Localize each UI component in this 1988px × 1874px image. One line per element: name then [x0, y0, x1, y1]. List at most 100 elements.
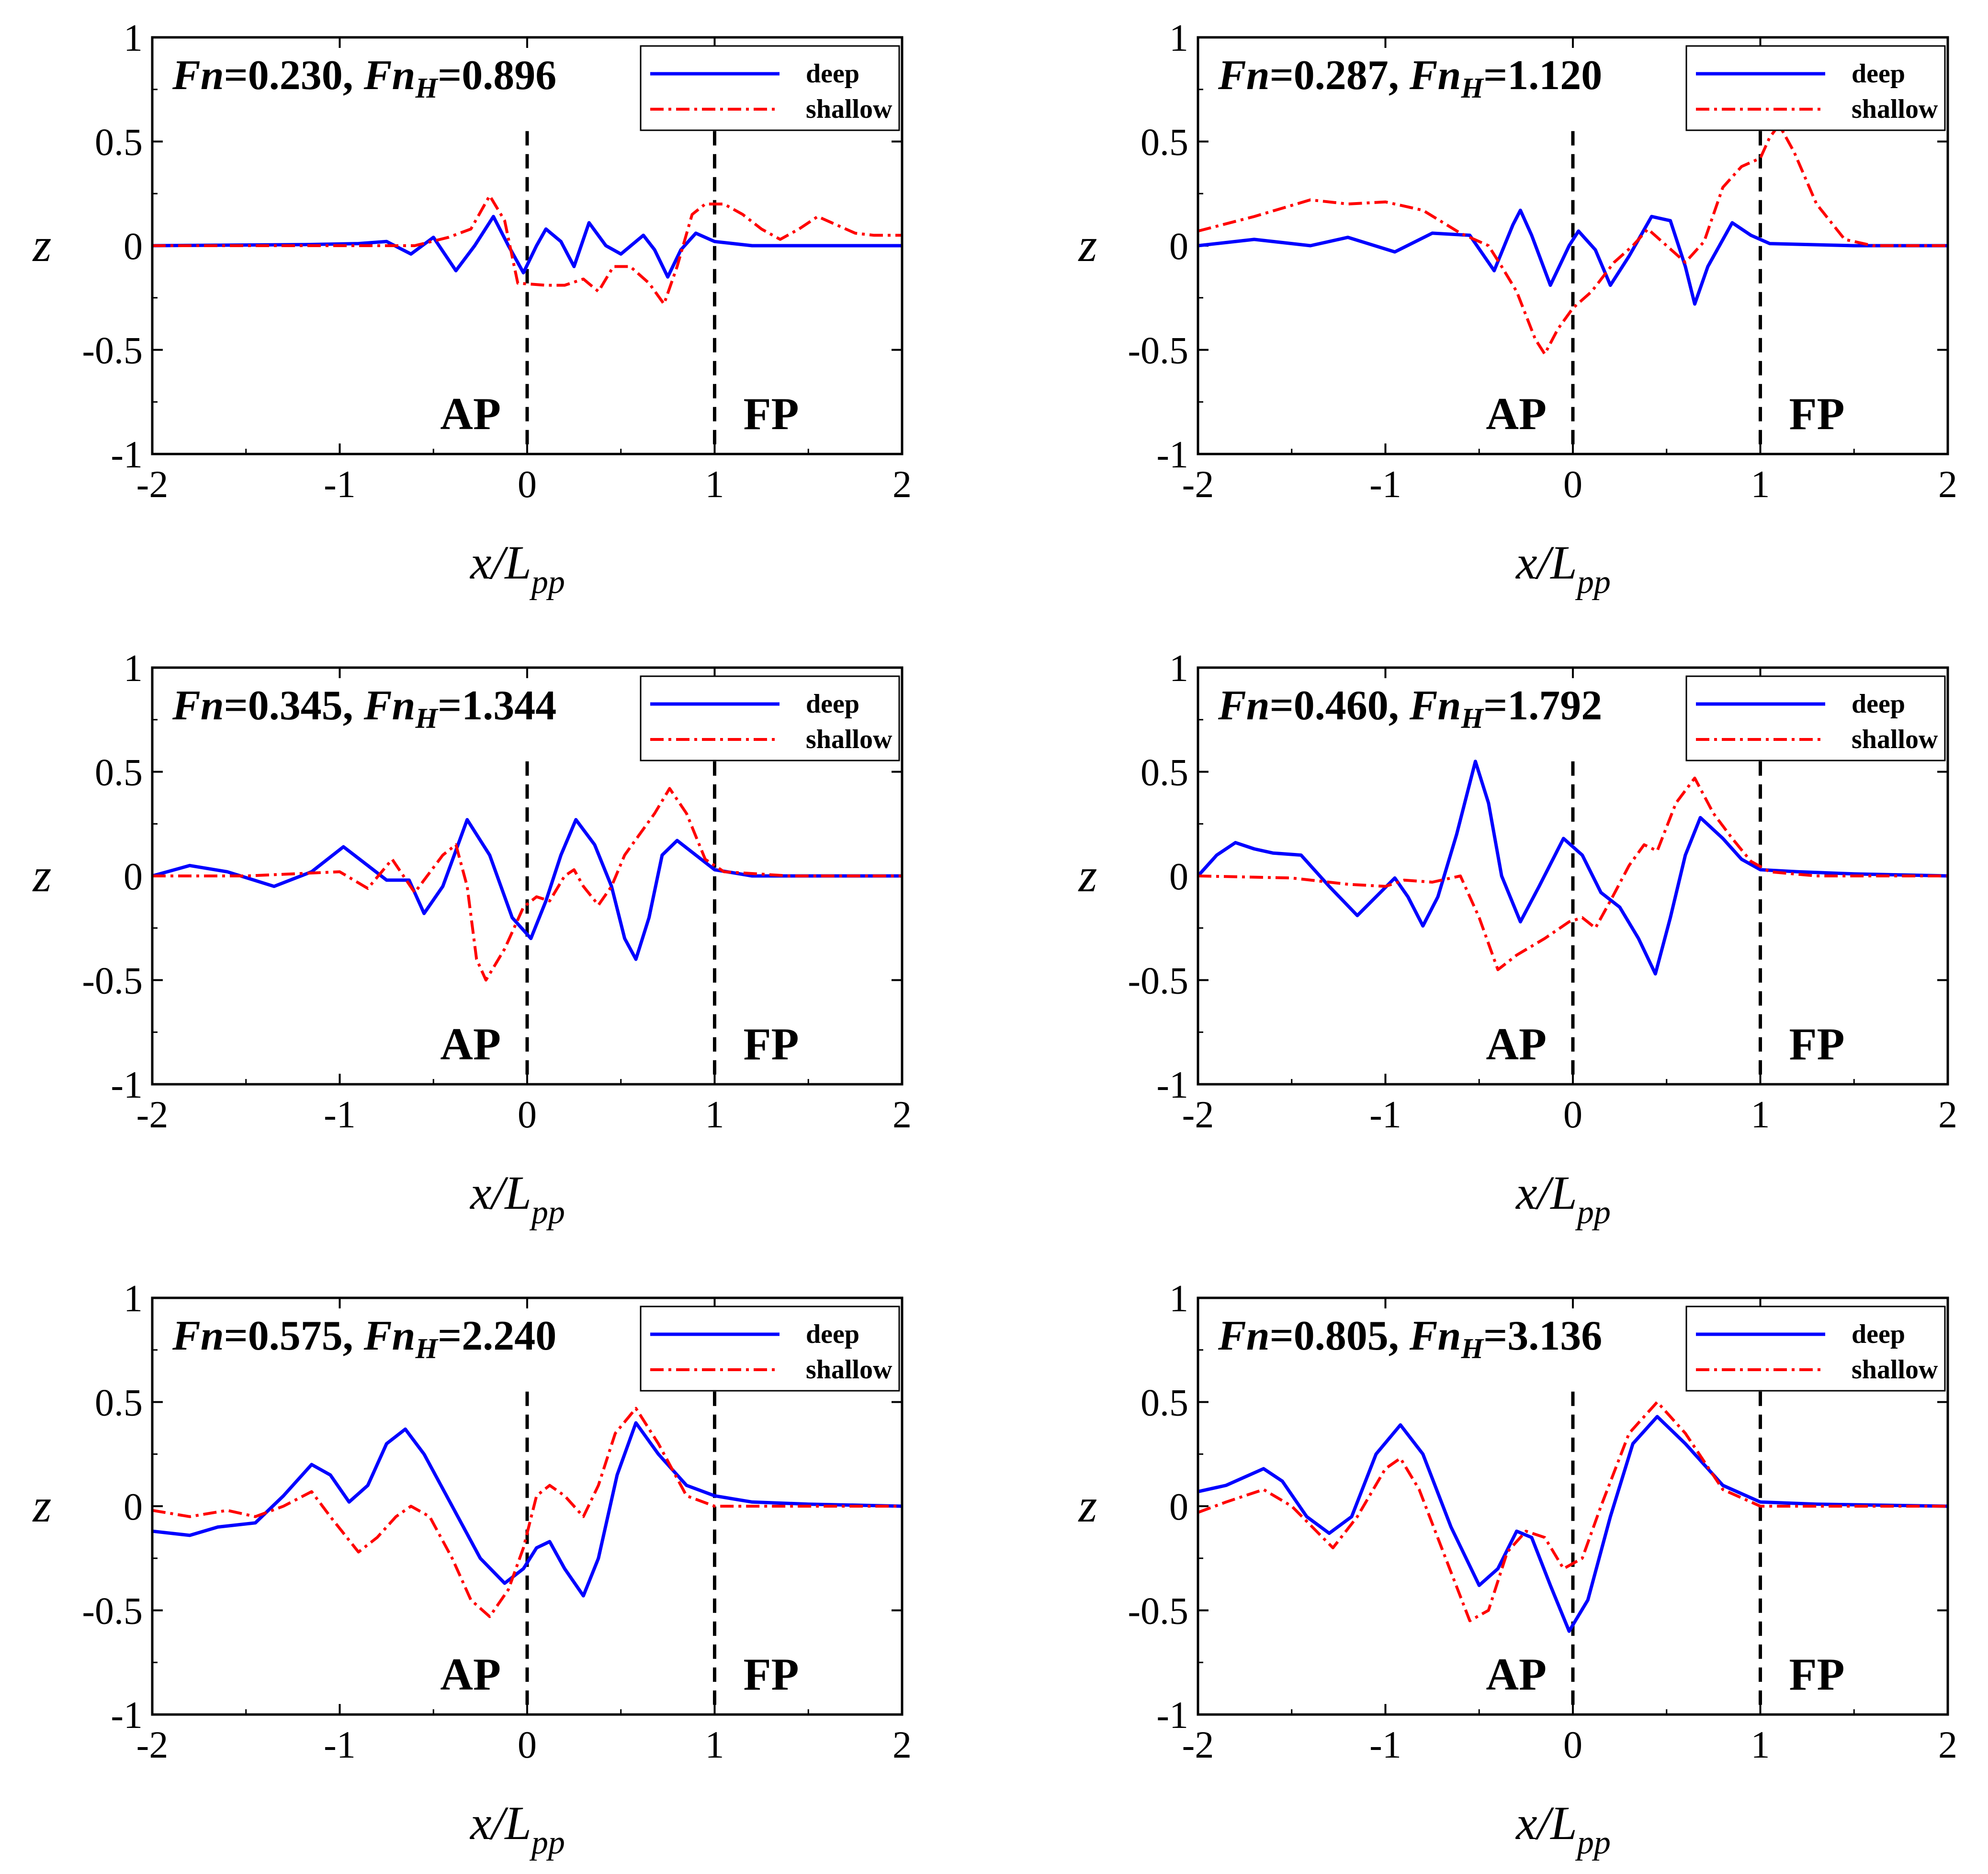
x-axis-label: x/Lpp: [1515, 536, 1611, 601]
x-tick-label: -2: [1182, 1724, 1214, 1766]
x-tick-label: 2: [892, 464, 912, 506]
series-line-deep: [152, 215, 902, 279]
y-tick-label: 1: [124, 17, 143, 59]
y-tick-label: -0.5: [1128, 1590, 1188, 1633]
legend-box: [640, 45, 900, 131]
marker-label-ap: AP: [1486, 1649, 1547, 1700]
y-tick-label: -0.5: [1128, 330, 1188, 372]
series-line-deep: [1197, 760, 1948, 976]
x-tick-label: 1: [705, 1094, 724, 1136]
y-tick-label: 1: [1169, 1278, 1188, 1320]
legend-label-deep: deep: [1852, 689, 1905, 719]
x-tick-label: -2: [1182, 464, 1214, 506]
legend-label-shallow: shallow: [1852, 94, 1938, 124]
marker-label-fp: FP: [744, 1649, 799, 1700]
legend-label-shallow: shallow: [1852, 725, 1938, 754]
x-tick-label: -2: [136, 1094, 169, 1136]
y-axis-label: z: [32, 849, 52, 902]
y-tick-label: 0.5: [1141, 752, 1188, 794]
x-tick-label: 1: [1751, 464, 1770, 506]
y-tick-label: 0.5: [95, 752, 143, 794]
marker-label-fp: FP: [1789, 1649, 1845, 1700]
y-axis-label: z: [32, 1479, 52, 1532]
x-tick-label: 1: [705, 464, 724, 506]
plot-frame: [151, 666, 904, 1086]
marker-label-ap: AP: [440, 1649, 501, 1700]
x-tick-label: -1: [324, 464, 356, 506]
panel-title: Fn=0.230, FnH=0.896: [172, 52, 556, 104]
y-tick-label: 0.5: [95, 122, 143, 164]
x-tick-label: 1: [705, 1724, 724, 1766]
x-axis-label: x/Lpp: [469, 1166, 565, 1231]
series-line-deep: [1197, 208, 1948, 306]
x-tick-label: 0: [1563, 1724, 1582, 1766]
plot-frame: [151, 36, 904, 455]
x-tick-label: -1: [324, 1724, 356, 1766]
x-tick-label: -1: [1369, 1094, 1401, 1136]
x-tick-label: 0: [518, 464, 537, 506]
marker-label-ap: AP: [1486, 388, 1547, 439]
y-tick-label: 1: [124, 647, 143, 690]
y-axis-label: z: [1078, 218, 1097, 272]
y-tick-label: -1: [1156, 1694, 1188, 1737]
y-tick-label: -0.5: [82, 960, 143, 1002]
legend-box: [640, 675, 900, 761]
y-tick-label: -1: [1156, 1064, 1188, 1106]
marker-label-fp: FP: [744, 1019, 799, 1069]
x-tick-label: 2: [1938, 464, 1957, 506]
plot-frame: [1197, 666, 1949, 1086]
y-tick-label: -1: [111, 1064, 143, 1106]
panel-title: Fn=0.575, FnH=2.240: [172, 1313, 556, 1364]
y-axis-label: z: [32, 218, 52, 272]
x-tick-label: 2: [1938, 1724, 1957, 1766]
marker-label-fp: FP: [1789, 1019, 1845, 1069]
x-tick-label: 2: [892, 1094, 912, 1136]
series-line-deep: [152, 1421, 903, 1598]
legend-label-deep: deep: [1852, 1319, 1905, 1349]
series-line-shallow: [1197, 1400, 1948, 1623]
x-tick-label: 1: [1751, 1094, 1770, 1136]
x-tick-label: 2: [1938, 1094, 1957, 1136]
y-tick-label: 0: [1169, 1486, 1188, 1528]
x-tick-label: 2: [892, 1724, 912, 1766]
y-tick-label: 0.5: [95, 1382, 143, 1424]
legend-label-deep: deep: [1852, 59, 1905, 89]
x-tick-label: -1: [1369, 464, 1401, 506]
panel-title: Fn=0.805, FnH=3.136: [1218, 1313, 1602, 1364]
y-tick-label: 0: [124, 1486, 143, 1528]
panel-title: Fn=0.287, FnH=1.120: [1218, 52, 1602, 104]
y-tick-label: 0: [124, 226, 143, 268]
x-tick-label: -2: [136, 464, 169, 506]
plot-frame: [1197, 36, 1949, 455]
y-axis-label: z: [1078, 1479, 1097, 1532]
legend-label-deep: deep: [806, 59, 859, 89]
plot-frame: [151, 1296, 904, 1716]
y-tick-label: -0.5: [1128, 960, 1188, 1002]
y-tick-label: -0.5: [82, 1590, 143, 1633]
marker-label-fp: FP: [744, 388, 799, 439]
x-axis-label: x/Lpp: [469, 1796, 565, 1861]
y-tick-label: 1: [1169, 647, 1188, 690]
x-tick-label: 0: [1563, 464, 1582, 506]
legend-box: [1685, 45, 1946, 131]
y-tick-label: 1: [1169, 17, 1188, 59]
x-axis-label: x/Lpp: [469, 536, 565, 601]
panel-title: Fn=0.460, FnH=1.792: [1218, 682, 1602, 734]
x-tick-label: 0: [1563, 1094, 1582, 1136]
legend-label-shallow: shallow: [806, 725, 892, 754]
x-tick-label: 0: [518, 1094, 537, 1136]
legend-box: [1685, 675, 1946, 761]
x-tick-label: -1: [324, 1094, 356, 1136]
series-line-deep: [152, 818, 902, 961]
y-tick-label: 0: [1169, 856, 1188, 898]
y-axis-label: z: [1078, 849, 1097, 902]
legend-box: [640, 1306, 900, 1392]
y-tick-label: -0.5: [82, 330, 143, 372]
marker-label-ap: AP: [440, 388, 501, 439]
legend-label-shallow: shallow: [806, 94, 892, 124]
